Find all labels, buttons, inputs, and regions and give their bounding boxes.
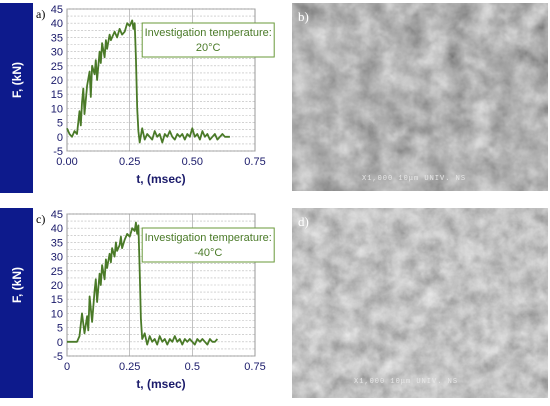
y-tick-label: -5 — [53, 146, 63, 158]
y-tick-label: 25 — [51, 61, 63, 73]
y-tick-label: 40 — [51, 18, 63, 30]
sidebar-top — [0, 3, 33, 193]
sem-scale-d: X1,000 10μm UNIV. NS — [354, 378, 459, 386]
sem-texture-b — [292, 3, 548, 191]
y-tick-label: 15 — [51, 89, 63, 101]
x-tick-label: 0.50 — [182, 156, 203, 168]
y-axis-label: F, (kN) — [10, 62, 24, 98]
y-tick-label: 25 — [51, 266, 63, 278]
annotation-line-1: Investigation temperature: — [145, 27, 272, 39]
y-axis-label: F, (kN) — [10, 267, 24, 303]
x-tick-label: 0.5 — [185, 361, 200, 373]
annotation-line-1: Investigation temperature: — [145, 232, 272, 244]
sem-texture-d — [292, 208, 548, 398]
x-tick-label: 0.75 — [244, 156, 265, 168]
y-tick-label: 30 — [51, 252, 63, 264]
annotation-box — [141, 227, 275, 263]
sem-label-b: b) — [298, 9, 309, 24]
y-tick-label: 0 — [57, 132, 63, 144]
x-tick-label: 0 — [64, 361, 70, 373]
y-tick-label: 10 — [51, 308, 63, 320]
y-tick-label: 40 — [51, 223, 63, 235]
sidebar-bottom — [0, 208, 33, 398]
x-tick-label: 0.25 — [119, 156, 140, 168]
sem-image-b: b) X1,000 10μm UNIV. NS — [292, 3, 548, 191]
sem-label-d: d) — [298, 214, 309, 229]
y-tick-label: 30 — [51, 47, 63, 59]
x-axis-label: t, (msec) — [136, 172, 185, 186]
panel-label-a: a) — [36, 7, 46, 21]
y-tick-label: 35 — [51, 32, 63, 44]
x-tick-label: 0.25 — [119, 361, 140, 373]
sem-scale-b: X1,000 10μm UNIV. NS — [362, 175, 467, 183]
y-tick-label: 15 — [51, 294, 63, 306]
y-tick-label: 45 — [51, 209, 63, 221]
panel-label-c: c) — [36, 212, 46, 226]
force-series-line — [67, 221, 219, 346]
force-time-chart-a: -5 0 5 10 15 20 25 30 35 40 45 0.00 0.25 0.50 0.75 t, (… — [10, 4, 275, 186]
y-tick-label: 45 — [51, 4, 63, 16]
y-tick-label: 0 — [57, 337, 63, 349]
force-series-line — [66, 19, 230, 144]
y-tick-label: 5 — [57, 118, 63, 130]
y-tick-label: -5 — [53, 351, 63, 363]
y-tick-label: 10 — [51, 103, 63, 115]
chart-panel-a: a) -5 0 5 10 15 20 25 30 35 40 45 0.00 0.25 0.50 0.75 t… — [10, 3, 288, 193]
annotation-line-2: 20°C — [196, 42, 221, 54]
x-axis-label: t, (msec) — [136, 377, 185, 391]
y-tick-label: 5 — [57, 323, 63, 335]
x-tick-label: 0.00 — [56, 156, 77, 168]
annotation-box — [141, 22, 275, 58]
y-tick-label: 35 — [51, 237, 63, 249]
y-tick-label: 20 — [51, 280, 63, 292]
annotation-line-2: -40°C — [194, 247, 222, 259]
y-tick-label: 20 — [51, 75, 63, 87]
x-tick-label: 0.75 — [244, 361, 265, 373]
sem-image-d: d) X1,000 10μm UNIV. NS — [292, 208, 548, 398]
chart-panel-c: c) -5 0 5 10 15 20 25 30 35 40 45 0 0.25 0.5 0.75 t, (m… — [10, 208, 288, 398]
